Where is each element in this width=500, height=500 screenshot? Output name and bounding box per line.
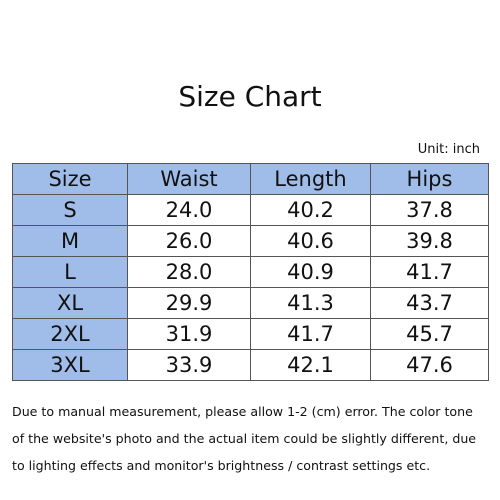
size-cell: XL	[12, 287, 128, 319]
header-row: Size Waist Length Hips	[12, 163, 489, 195]
value-cell: 37.8	[370, 194, 489, 226]
value-cell: 45.7	[370, 318, 489, 350]
size-cell: S	[12, 194, 128, 226]
value-cell: 24.0	[127, 194, 251, 226]
title: Size Chart	[178, 80, 322, 113]
value-cell: 31.9	[127, 318, 251, 350]
note-line: Due to manual measurement, please allow …	[12, 404, 473, 419]
table-row: S 24.0 40.2 37.8	[12, 194, 489, 226]
value-cell: 40.2	[250, 194, 371, 226]
value-cell: 41.7	[370, 256, 489, 288]
note-line: to lighting effects and monitor's bright…	[12, 458, 431, 473]
value-cell: 40.6	[250, 225, 371, 257]
value-cell: 41.7	[250, 318, 371, 350]
value-cell: 28.0	[127, 256, 251, 288]
value-cell: 29.9	[127, 287, 251, 319]
header-cell: Waist	[127, 163, 251, 195]
header-cell: Hips	[370, 163, 489, 195]
value-cell: 40.9	[250, 256, 371, 288]
size-cell: 2XL	[12, 318, 128, 350]
table-row: M 26.0 40.6 39.8	[12, 225, 489, 257]
value-cell: 42.1	[250, 349, 371, 381]
table-row: 3XL 33.9 42.1 47.6	[12, 349, 489, 381]
table-row: L 28.0 40.9 41.7	[12, 256, 489, 288]
value-cell: 47.6	[370, 349, 489, 381]
unit-label: Unit: inch	[417, 142, 480, 157]
table-row: XL 29.9 41.3 43.7	[12, 287, 489, 319]
value-cell: 33.9	[127, 349, 251, 381]
value-cell: 43.7	[370, 287, 489, 319]
value-cell: 41.3	[250, 287, 371, 319]
value-cell: 26.0	[127, 225, 251, 257]
table-row: 2XL 31.9 41.7 45.7	[12, 318, 489, 350]
table-body: Size Waist Length Hips S 24.0 40.2 37.8 M 26.0 40.…	[12, 163, 489, 381]
size-cell: M	[12, 225, 128, 257]
value-cell: 39.8	[370, 225, 489, 257]
note: Due to manual measurement, please allow …	[12, 398, 492, 479]
size-cell: L	[12, 256, 128, 288]
size-cell: 3XL	[12, 349, 128, 381]
size-table: Size Waist Length Hips S 24.0 40.2 37.8 M 26.0 40.…	[12, 163, 489, 381]
note-line: of the website's photo and the actual it…	[12, 431, 477, 446]
header-cell: Length	[250, 163, 371, 195]
header-cell: Size	[12, 163, 128, 195]
